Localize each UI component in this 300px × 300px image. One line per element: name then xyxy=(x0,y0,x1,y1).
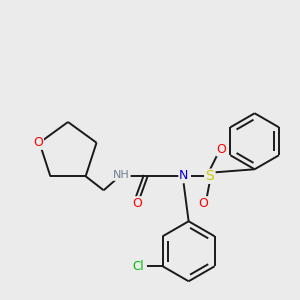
Text: Cl: Cl xyxy=(133,260,145,273)
Text: O: O xyxy=(199,197,208,210)
Text: S: S xyxy=(205,169,214,183)
Text: NH: NH xyxy=(113,170,130,180)
Text: O: O xyxy=(217,143,226,156)
Text: O: O xyxy=(34,136,44,149)
Text: N: N xyxy=(179,169,188,182)
Text: O: O xyxy=(133,197,142,210)
